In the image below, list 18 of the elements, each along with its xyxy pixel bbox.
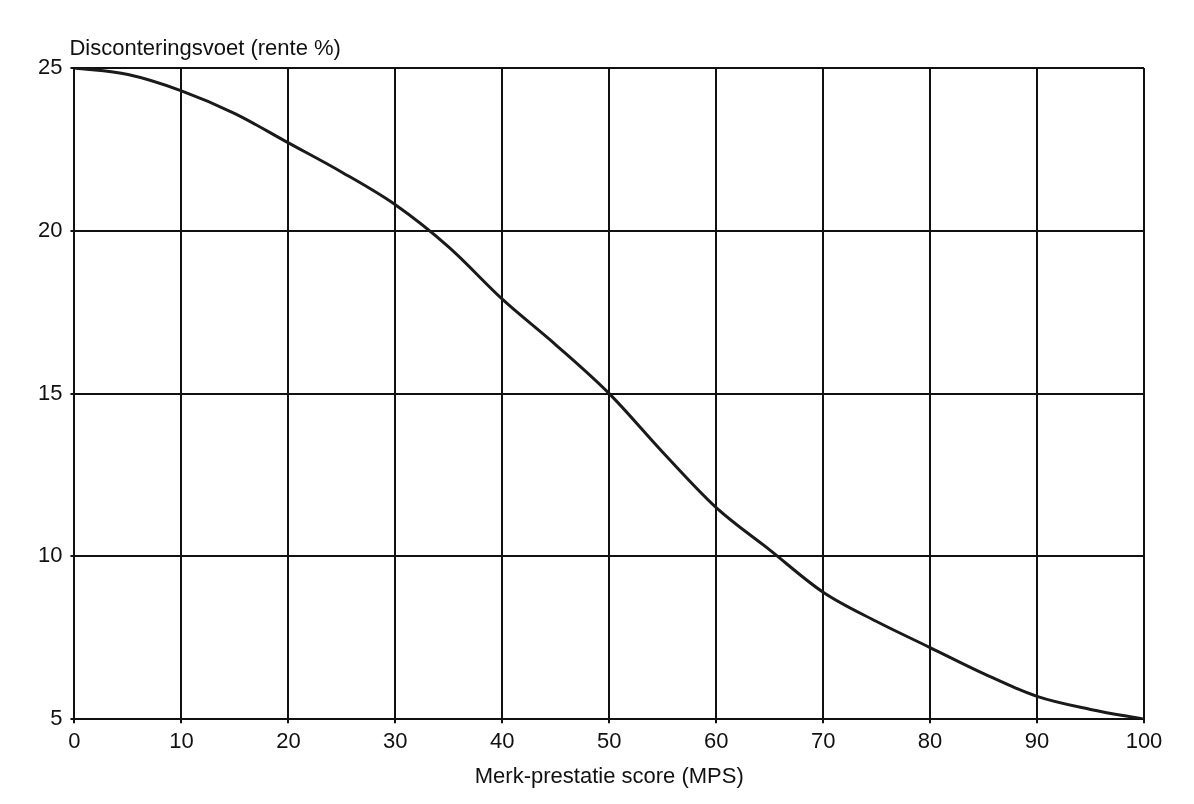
x-tick-label: 60 [703,728,729,754]
x-tick-label: 70 [810,728,836,754]
x-tick-label: 0 [68,728,81,754]
x-tick-label: 50 [596,728,622,754]
y-tick-label: 15 [37,379,63,405]
y-axis-title: Disconteringsvoet (rente %) [69,35,341,61]
x-tick-label: 90 [1024,728,1050,754]
x-axis-title: Merk-prestatie score (MPS) [474,762,744,788]
x-tick-label: 100 [1125,728,1163,754]
x-tick-label: 20 [276,728,301,754]
x-tick-label: 40 [490,728,515,754]
y-tick-label: 25 [37,54,63,80]
y-tick-label: 10 [37,542,63,568]
y-tick-label: 20 [37,216,63,242]
x-tick-label: 10 [169,728,194,754]
y-tick-label: 5 [50,705,63,731]
x-tick-label: 80 [917,728,943,754]
x-tick-label: 30 [383,728,408,754]
